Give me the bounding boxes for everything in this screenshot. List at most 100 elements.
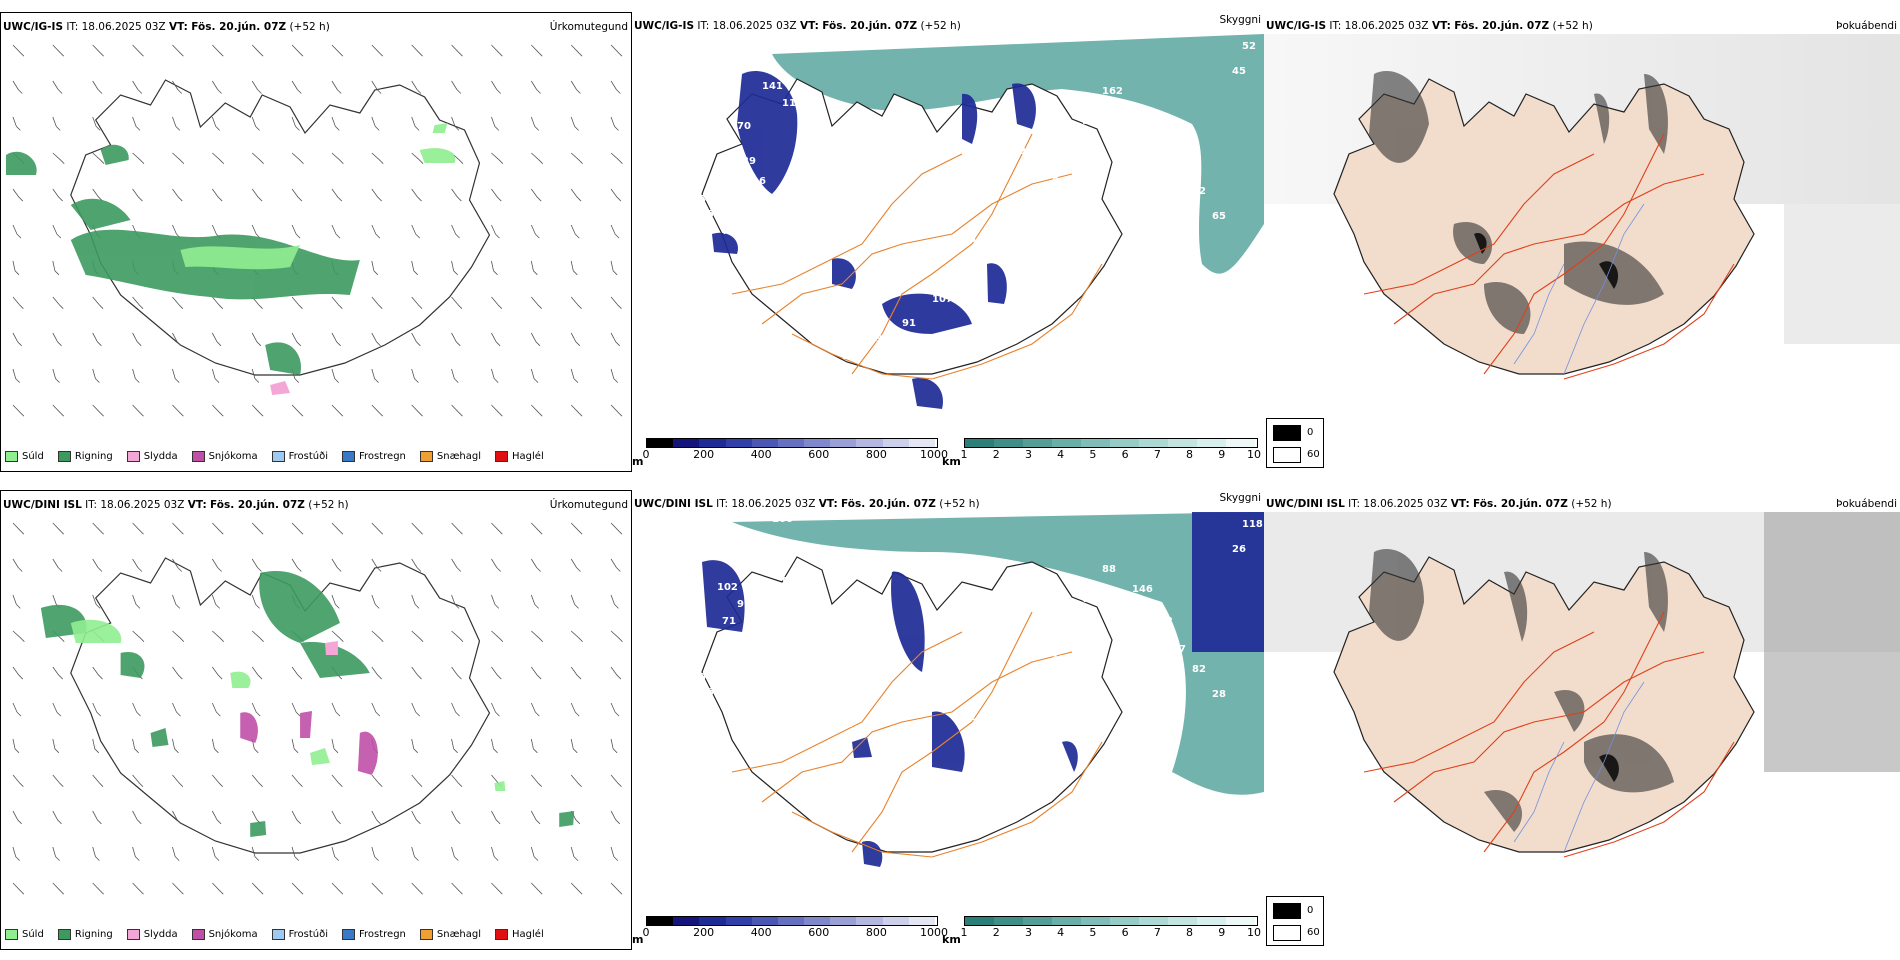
fog-index-map — [1264, 512, 1900, 858]
wind-barb — [52, 774, 64, 787]
wind-barb — [610, 368, 619, 383]
panel-variable-label: Úrkomutegund — [549, 21, 628, 33]
elevation-label: 82 — [792, 258, 806, 269]
wind-barb — [451, 80, 462, 94]
elevation-label: 63 — [972, 171, 986, 182]
colorbar-segment — [725, 917, 752, 925]
wind-barb — [291, 332, 302, 347]
fog-shading — [1369, 549, 1674, 832]
wind-barb — [530, 260, 538, 276]
wind-barb — [132, 594, 141, 609]
elevation-label: 125 — [1052, 654, 1073, 665]
wind-barb — [531, 630, 543, 642]
wind-barb — [92, 882, 104, 895]
wind-barb — [52, 522, 65, 535]
wind-barb — [331, 44, 344, 57]
wind-barb — [291, 152, 304, 164]
wind-barb — [52, 152, 65, 164]
colorbar-tick-label: 9 — [1218, 448, 1226, 461]
wind-barb — [132, 44, 144, 57]
wind-barb — [132, 152, 145, 164]
colorbar-segment — [751, 439, 778, 447]
wind-barb — [610, 702, 620, 717]
wind-barb — [251, 666, 263, 680]
elevation-label: 66 — [742, 634, 756, 645]
wind-barb — [570, 260, 578, 276]
wind-barb — [570, 774, 582, 787]
colorbar-segment — [830, 917, 857, 925]
elevation-label: 245 — [762, 559, 783, 570]
wind-barb — [531, 774, 542, 787]
wind-barb — [530, 80, 541, 94]
wind-barb — [52, 296, 64, 309]
colorbar-tick-label: 9 — [1218, 926, 1226, 939]
legend-label: Haglél — [512, 928, 544, 940]
elevation-label: 102 — [832, 719, 853, 730]
wind-barb — [451, 296, 463, 309]
wind-barb — [211, 80, 222, 94]
visibility-panel: UWC/IG-IS IT: 18.06.2025 03Z VT: Fös. 20… — [632, 12, 1264, 472]
wind-barb — [491, 152, 504, 164]
wind-barb — [211, 810, 222, 825]
wind-barb — [451, 630, 464, 642]
wind-barb — [331, 116, 340, 131]
legend-item-snæhagl: Snæhagl — [419, 450, 481, 462]
wind-barb — [570, 846, 579, 861]
wind-barb — [92, 404, 104, 417]
colorbar-tick-label: 400 — [750, 926, 772, 939]
wind-barb — [92, 738, 100, 754]
wind-barb — [52, 80, 63, 94]
panel-title: UWC/DINI ISL IT: 18.06.2025 03Z VT: Fös.… — [3, 499, 349, 511]
colorbar-segment — [777, 439, 805, 447]
wind-barb — [92, 116, 101, 131]
wind-barb — [570, 630, 583, 642]
wind-barb — [610, 80, 621, 94]
wind-barb — [531, 296, 542, 309]
wind-barb — [92, 296, 104, 309]
wind-barb — [610, 666, 622, 680]
colorbar-segment — [965, 439, 994, 447]
wind-barb — [212, 774, 224, 787]
wind-barb — [291, 702, 301, 717]
wind-barb — [530, 368, 539, 383]
colorbar-segment — [882, 917, 909, 925]
wind-barb — [610, 224, 620, 239]
panel-title: UWC/IG-IS IT: 18.06.2025 03Z VT: Fös. 20… — [1266, 20, 1593, 32]
wind-barb — [12, 522, 25, 535]
wind-barb — [211, 116, 221, 131]
colorbar-tick-label: 200 — [693, 926, 715, 939]
terrain-high — [702, 560, 1078, 867]
elevation-label: 141 — [762, 81, 783, 92]
colorbar-segment — [777, 917, 805, 925]
wind-barb — [491, 224, 500, 239]
legend-item-súld: Súld — [5, 928, 44, 940]
wind-barb — [411, 368, 419, 383]
wind-barb — [491, 630, 504, 642]
elevation-label: 96 — [892, 842, 906, 853]
wind-barb — [12, 44, 25, 57]
wind-barb — [411, 558, 422, 572]
elevation-label: 91 — [902, 318, 916, 329]
colorbar-segment — [1139, 917, 1168, 925]
wind-barb — [530, 594, 539, 609]
elevation-label: 118 — [1242, 519, 1263, 530]
wind-barb — [132, 296, 144, 309]
wind-barb — [411, 188, 422, 202]
colorbar-segment — [965, 917, 994, 925]
colorbar-tick-label: 8 — [1186, 926, 1194, 939]
wind-barb — [491, 666, 502, 680]
wind-barb — [570, 404, 583, 417]
wind-barb — [172, 522, 184, 535]
colorbar-segment — [1023, 439, 1052, 447]
wind-barb — [211, 738, 219, 754]
wind-barb — [211, 594, 221, 609]
wind-barb — [92, 522, 104, 535]
wind-barb — [610, 404, 623, 417]
wind-barb — [371, 188, 382, 202]
colorbar-segment — [994, 917, 1023, 925]
colorbar-segment — [673, 917, 700, 925]
elevation-label: 65 — [1212, 211, 1226, 222]
wind-barb — [12, 702, 22, 717]
elevation-label: 114 — [892, 364, 913, 375]
wind-barb — [491, 260, 498, 276]
